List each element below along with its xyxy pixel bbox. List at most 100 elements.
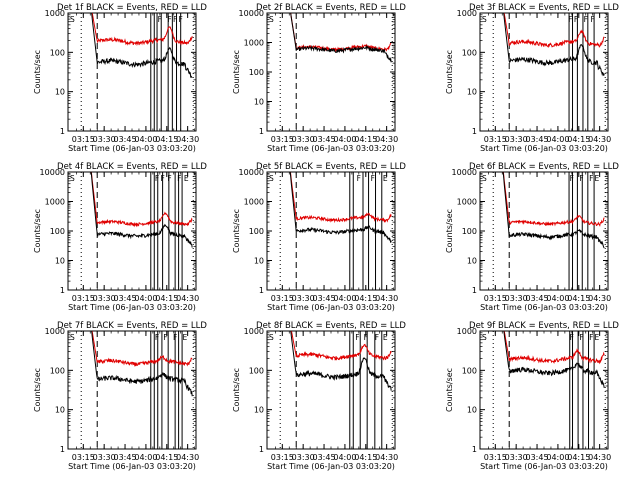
y-tick-label: 10 [55, 88, 65, 97]
panel-content [80, 172, 194, 290]
y-tick-label: 100 [50, 227, 65, 236]
x-tick-label: 04:15 [155, 135, 178, 144]
x-tick-label: 04:00 [333, 135, 356, 144]
panel-title: Det 3f BLACK = Events, RED = LLD [469, 3, 619, 13]
x-axis-label: Start Time (06-Jan-03 03:03:20) [480, 462, 608, 471]
panel-content [279, 13, 393, 131]
panel-title: Det 4f BLACK = Events, RED = LLD [57, 162, 207, 172]
x-tick-label: 04:30 [375, 294, 398, 303]
y-tick-label: 10 [55, 257, 65, 266]
lld-series-line [91, 13, 193, 47]
y-tick-label: 1 [259, 127, 264, 136]
y-tick-label: 10000 [239, 168, 264, 177]
lld-series-line [502, 172, 605, 227]
y-tick-label: 100 [249, 227, 264, 236]
panel-title: Det 8f BLACK = Events, RED = LLD [256, 321, 406, 331]
x-tick-label: 03:30 [93, 294, 116, 303]
panel-6: Det 6f BLACK = Events, RED = LLD 1 10 100 10… [445, 162, 619, 312]
panel-5: Det 5f BLACK = Events, RED = LLD 1 10 100 10… [232, 162, 406, 312]
events-series-line [90, 172, 193, 248]
corner-label-left: S [269, 15, 274, 24]
x-tick-label: 03:30 [292, 453, 315, 462]
y-tick-label: 10 [467, 88, 477, 97]
x-tick-label: 04:00 [333, 453, 356, 462]
flag-label: F [568, 15, 572, 24]
x-tick-label: 03:15 [72, 294, 95, 303]
y-tick-label: 10000 [452, 168, 477, 177]
x-tick-label: 04:15 [155, 294, 178, 303]
plot-frame [67, 330, 197, 450]
y-tick-label: 10 [254, 257, 264, 266]
y-axis-label: Counts/sec [445, 50, 454, 94]
corner-label-left: S [70, 174, 75, 183]
flag-label: F [163, 333, 167, 342]
flag-label: F [364, 333, 368, 342]
x-tick-label: 04:00 [134, 294, 157, 303]
x-tick-label: 04:15 [567, 294, 590, 303]
panel-title: Det 6f BLACK = Events, RED = LLD [469, 162, 619, 172]
events-series-line [290, 331, 392, 391]
y-tick-label: 10000 [239, 9, 264, 18]
y-tick-label: 1000 [457, 327, 477, 336]
y-axis-label: Counts/sec [33, 50, 42, 94]
y-tick-label: 100 [50, 48, 65, 57]
panel-3: Det 3f BLACK = Events, RED = LLD 1 10 100 10… [445, 3, 619, 153]
x-tick-label: 03:45 [526, 453, 549, 462]
panel-8: Det 8f BLACK = Events, RED = LLD 1 10 100 10… [232, 321, 406, 471]
x-tick-label: 04:00 [134, 453, 157, 462]
y-tick-label: 1 [60, 286, 65, 295]
x-axis-label: Start Time (06-Jan-03 03:03:20) [68, 144, 196, 153]
flag-label: E [182, 333, 187, 342]
x-tick-label: 04:30 [176, 453, 199, 462]
x-tick-label: 04:30 [176, 294, 199, 303]
x-tick-label: 03:30 [292, 135, 315, 144]
x-tick-label: 04:00 [546, 294, 569, 303]
x-tick-label: 03:15 [271, 453, 294, 462]
panel-content [492, 331, 606, 449]
flag-label: F [579, 333, 583, 342]
flag-label: F [155, 174, 159, 183]
flag-label: F [584, 15, 588, 24]
y-tick-label: 100 [249, 366, 264, 375]
x-axis-label: Start Time (06-Jan-03 03:03:20) [267, 462, 395, 471]
panel-7: Det 7f BLACK = Events, RED = LLD 1 10 100 10… [33, 321, 207, 471]
plot-frame [266, 330, 396, 450]
x-tick-label: 04:30 [588, 135, 611, 144]
x-tick-label: 04:15 [567, 135, 590, 144]
events-series-line [91, 331, 193, 397]
x-tick-label: 03:15 [484, 453, 507, 462]
y-tick-label: 10 [55, 406, 65, 415]
flag-label: E [383, 174, 388, 183]
flag-label: F [155, 333, 159, 342]
x-tick-label: 04:15 [354, 294, 377, 303]
x-tick-label: 03:15 [72, 135, 95, 144]
x-tick-label: 04:15 [155, 453, 178, 462]
flag-label: F [173, 333, 177, 342]
y-tick-label: 1 [60, 127, 65, 136]
y-axis-label: Counts/sec [33, 209, 42, 253]
panel-title: Det 2f BLACK = Events, RED = LLD [256, 3, 406, 13]
flag-label: F [357, 174, 361, 183]
panel-content [80, 331, 194, 449]
y-tick-label: 1 [259, 445, 264, 454]
panel-content [279, 331, 393, 449]
lld-series-line [503, 331, 605, 365]
flag-label: E [184, 174, 189, 183]
flag-label: F [355, 333, 359, 342]
x-tick-label: 04:00 [134, 135, 157, 144]
panel-content [279, 172, 393, 290]
y-tick-label: 1000 [244, 198, 264, 207]
x-tick-label: 03:30 [93, 135, 116, 144]
y-tick-label: 1000 [457, 198, 477, 207]
flag-label: F [589, 333, 593, 342]
corner-label-left: S [70, 15, 75, 24]
flag-label: F [167, 174, 171, 183]
x-tick-label: 03:30 [292, 294, 315, 303]
events-series-line [289, 172, 392, 243]
x-tick-label: 03:45 [313, 294, 336, 303]
x-tick-label: 04:15 [354, 135, 377, 144]
x-tick-label: 04:00 [333, 294, 356, 303]
flag-label: F [570, 333, 574, 342]
y-tick-label: 1000 [244, 39, 264, 48]
y-tick-label: 1 [259, 286, 264, 295]
